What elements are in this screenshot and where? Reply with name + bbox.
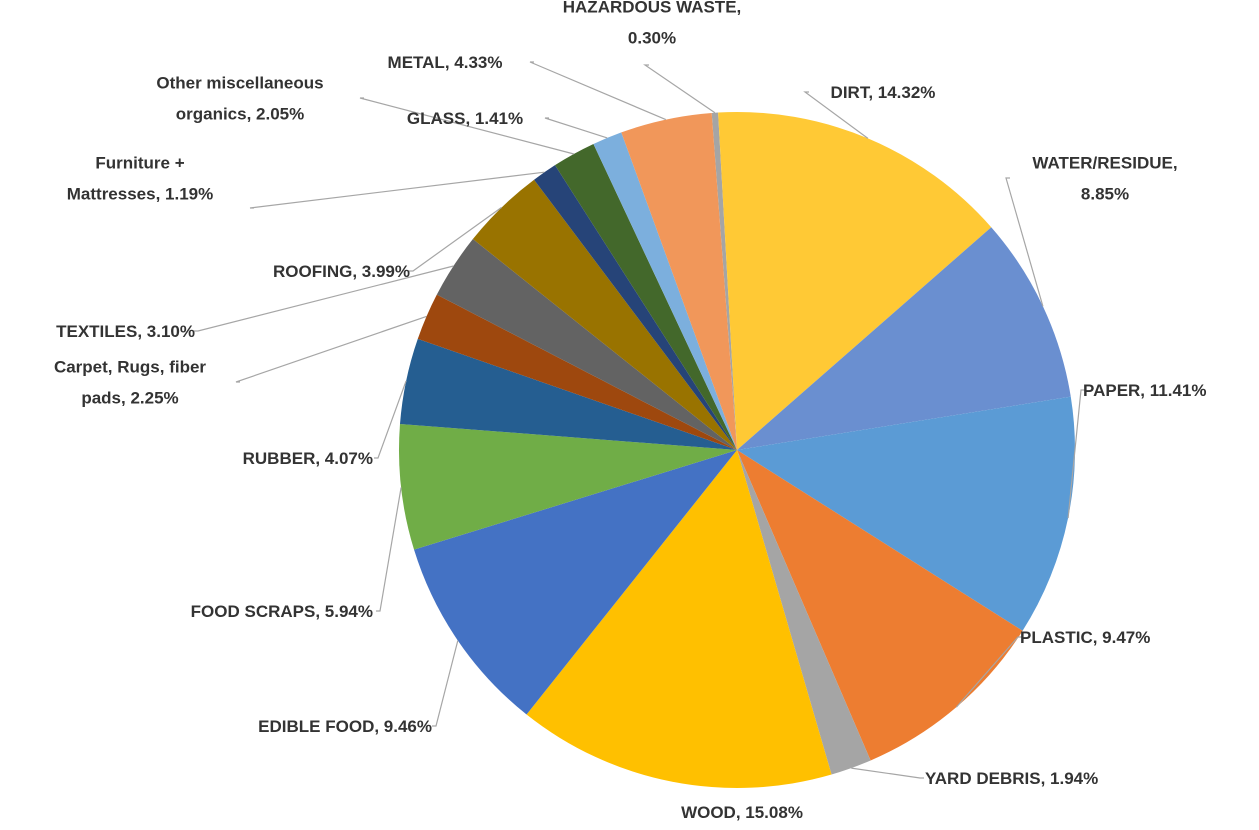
leader-line xyxy=(432,640,459,727)
slice-data-label: DIRT, 14.32% xyxy=(831,83,936,102)
pie-slice xyxy=(621,112,737,450)
leader-line xyxy=(409,206,502,272)
pie-slices xyxy=(398,112,1076,788)
slice-data-label: RUBBER, 4.07% xyxy=(243,449,373,468)
slice-data-label: WOOD, 15.08% xyxy=(681,803,803,822)
slice-data-label: HAZARDOUS WASTE, 0.30% xyxy=(563,0,742,48)
data-labels: HAZARDOUS WASTE, 0.30% DIRT, 14.32% WATER/R… xyxy=(54,0,1207,822)
pie-slice xyxy=(718,112,992,451)
leader-line xyxy=(544,117,608,139)
leader-line xyxy=(1005,177,1044,307)
slice-data-label: Other miscellaneous organics, 2.05% xyxy=(156,74,323,124)
pie-slice xyxy=(737,450,871,775)
leader-line xyxy=(1067,389,1085,519)
pie-slice xyxy=(534,165,737,450)
slice-data-label: YARD DEBRIS, 1.94% xyxy=(925,769,1098,788)
leader-line xyxy=(529,61,667,121)
slice-data-label: ROOFING, 3.99% xyxy=(273,262,410,281)
leader-line xyxy=(374,380,407,459)
slice-data-label: PAPER, 11.41% xyxy=(1083,381,1206,400)
leader-line xyxy=(235,315,427,383)
pie-slice xyxy=(737,450,1023,761)
pie-slice xyxy=(711,112,737,450)
leader-line xyxy=(803,91,869,139)
pie-slice xyxy=(472,179,737,450)
slice-data-label: EDIBLE FOOD, 9.46% xyxy=(258,717,432,736)
pie-slice xyxy=(555,144,737,450)
slice-data-label: METAL, 4.33% xyxy=(388,53,503,72)
pie-slice xyxy=(737,396,1076,631)
pie-slice xyxy=(593,132,737,451)
pie-slice xyxy=(400,338,737,450)
leader-line xyxy=(194,265,454,332)
slice-data-label: Furniture + Mattresses, 1.19% xyxy=(67,154,213,204)
pie-slice xyxy=(526,450,832,788)
slice-data-label: PLASTIC, 9.47% xyxy=(1020,628,1150,647)
leader-line xyxy=(376,487,402,612)
leader-lines xyxy=(194,61,1085,779)
pie-slice xyxy=(737,227,1071,450)
leader-line xyxy=(359,97,575,155)
pie-slice xyxy=(414,450,737,715)
leader-line xyxy=(249,171,545,209)
slice-data-label: WATER/RESIDUE, 8.85% xyxy=(1032,154,1177,204)
pie-slice xyxy=(417,294,737,450)
leader-line xyxy=(955,636,1022,708)
slice-data-label: Carpet, Rugs, fiber pads, 2.25% xyxy=(54,358,206,408)
leader-line xyxy=(851,767,924,779)
slice-data-label: TEXTILES, 3.10% xyxy=(56,322,195,341)
slice-data-label: FOOD SCRAPS, 5.94% xyxy=(191,602,373,621)
pie-slice xyxy=(398,423,737,550)
pie-slice xyxy=(436,239,737,450)
leader-line xyxy=(643,64,716,114)
slice-data-label: GLASS, 1.41% xyxy=(407,109,523,128)
